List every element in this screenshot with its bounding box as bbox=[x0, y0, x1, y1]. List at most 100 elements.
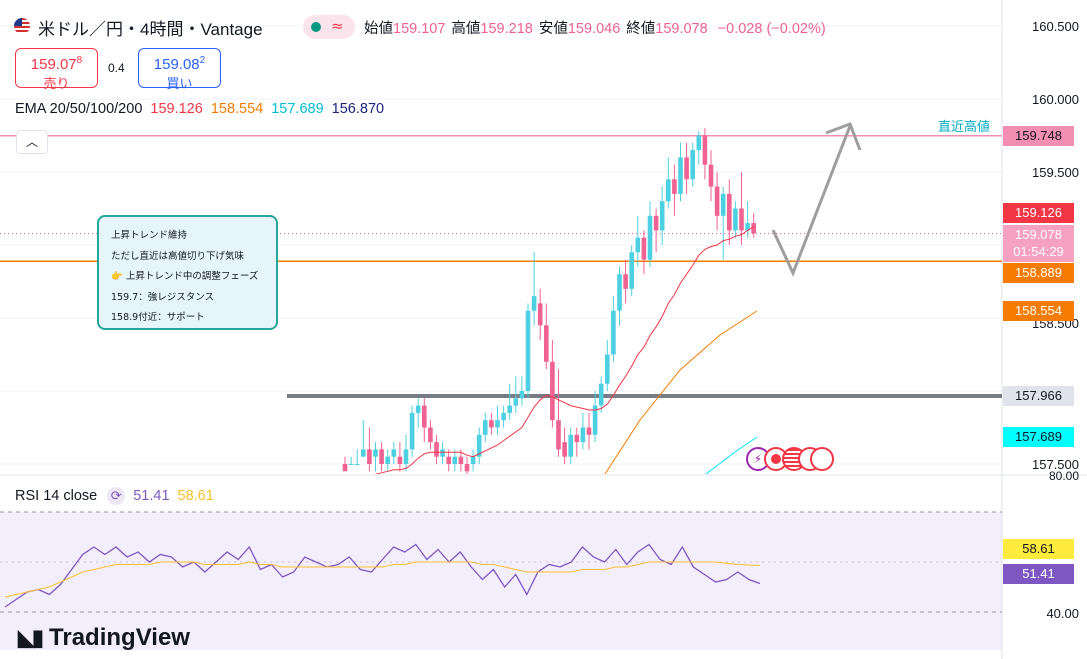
candle-body bbox=[580, 427, 586, 443]
candle-body bbox=[672, 179, 677, 194]
candle-body bbox=[409, 412, 415, 450]
ema100-value: 157.689 bbox=[271, 101, 324, 117]
candle-body bbox=[666, 179, 671, 202]
ema50-price-tag: 158.554 bbox=[1003, 301, 1074, 321]
high-label: 高値 bbox=[451, 21, 481, 37]
candle-body bbox=[367, 449, 372, 464]
spread-value: 0.4 bbox=[108, 61, 125, 75]
rsi-ma-line bbox=[4, 561, 761, 598]
rsi-tag: 51.41 bbox=[1003, 564, 1074, 584]
candle-body bbox=[635, 237, 641, 253]
rsi-legend[interactable]: RSI 14 close ⟳ 51.41 58.61 bbox=[15, 487, 214, 505]
sell-price-sup: 8 bbox=[76, 55, 83, 66]
status-pill[interactable]: ≈ bbox=[303, 15, 355, 39]
buy-label: 買い bbox=[166, 76, 193, 91]
note-line: 158.9付近：サポート bbox=[111, 312, 205, 323]
candle-body bbox=[525, 310, 531, 391]
candle-body bbox=[476, 434, 482, 457]
candle-body bbox=[720, 193, 726, 216]
candle-body bbox=[440, 449, 445, 457]
note-line: ただし直近は高値切り下げ気味 bbox=[111, 250, 245, 262]
candle-body bbox=[574, 434, 580, 443]
candle-body bbox=[379, 449, 384, 464]
rsi-tick: 40.00 bbox=[1046, 606, 1079, 621]
candle-body bbox=[733, 208, 738, 231]
resistance-price-tag: 159.748 bbox=[1003, 126, 1074, 146]
countdown: 01:54:29 bbox=[1013, 244, 1064, 259]
candle-body bbox=[354, 464, 360, 465]
candle-body bbox=[727, 193, 732, 231]
waves-icon: ≈ bbox=[331, 17, 344, 35]
event-icons[interactable]: ⚡ bbox=[746, 447, 836, 471]
change-value: −0.028 (−0.02%) bbox=[717, 21, 826, 37]
candle-body bbox=[544, 325, 549, 362]
collapse-button[interactable]: ︿ bbox=[16, 130, 48, 154]
rsi-ma-tag: 58.61 bbox=[1003, 539, 1074, 559]
buy-price-sup: 2 bbox=[199, 55, 206, 66]
candle-body bbox=[684, 157, 689, 180]
candle-body bbox=[702, 135, 708, 165]
level-price-tag: 157.966 bbox=[1003, 386, 1074, 406]
projection-line bbox=[771, 125, 852, 277]
green-dot-icon bbox=[311, 22, 321, 32]
candle-body bbox=[537, 303, 543, 326]
rsi-tick: 80.00 bbox=[1048, 469, 1079, 483]
rsi-label: RSI 14 close bbox=[15, 488, 98, 504]
sell-label: 売り bbox=[43, 76, 70, 91]
low-value: 159.046 bbox=[567, 21, 621, 37]
buy-button[interactable]: 159.082 買い bbox=[138, 48, 221, 91]
candle-body bbox=[611, 310, 616, 355]
candle-body bbox=[647, 215, 653, 260]
rsi-ma-value: 58.61 bbox=[177, 488, 214, 504]
candle-body bbox=[446, 456, 451, 464]
candle-body bbox=[751, 223, 756, 234]
refresh-icon: ⟳ bbox=[107, 487, 126, 505]
brand-text: TradingView bbox=[49, 624, 190, 651]
analysis-note[interactable]: 上昇トレンド維持 ただし直近は高値切り下げ気味 👉 上昇トレンド中の調整フェーズ… bbox=[97, 215, 278, 330]
resistance-label: 直近高値 bbox=[938, 119, 991, 134]
close-price-tag: 159.078 01:54:29 bbox=[1003, 225, 1074, 262]
price-tick: 160.500 bbox=[1032, 19, 1079, 34]
candle-body bbox=[696, 135, 702, 151]
candle-body bbox=[598, 383, 604, 406]
buy-price: 159.08 bbox=[153, 56, 200, 73]
price-tick: 157.500 bbox=[1032, 457, 1079, 472]
arrow-head bbox=[825, 122, 862, 151]
candle-body bbox=[385, 456, 390, 464]
note-line: 159.7：強レジスタンス bbox=[111, 291, 215, 303]
support-price-tag: 158.889 bbox=[1003, 263, 1074, 283]
event-icon bbox=[810, 447, 834, 471]
candle-body bbox=[690, 150, 695, 180]
symbol-title[interactable]: 米ドル／円・4時間・Vantage bbox=[38, 20, 263, 39]
candle-body bbox=[507, 405, 512, 413]
candle-body bbox=[739, 208, 744, 231]
candle-body bbox=[562, 442, 567, 457]
ema50-line bbox=[604, 310, 758, 474]
candle-body bbox=[708, 164, 714, 187]
note-line: 👉 上昇トレンド中の調整フェーズ bbox=[111, 271, 259, 282]
ema200-value: 156.870 bbox=[331, 101, 385, 117]
ema50-value: 158.554 bbox=[210, 101, 264, 117]
candle-body bbox=[452, 456, 458, 464]
candle-body bbox=[397, 456, 403, 464]
candle-body bbox=[586, 427, 592, 435]
ema20-line bbox=[374, 226, 754, 474]
candle-body bbox=[391, 449, 397, 457]
sell-price: 159.07 bbox=[30, 56, 77, 73]
candle-body bbox=[617, 274, 622, 311]
ema20-price-tag: 159.126 bbox=[1003, 203, 1074, 223]
candle-body bbox=[556, 420, 561, 450]
ohlc-readout: 始値159.107 高値159.218 安値159.046 終値159.078 −0.0… bbox=[364, 17, 826, 38]
candle-body bbox=[428, 427, 433, 443]
sell-button[interactable]: 159.078 売り bbox=[15, 48, 98, 91]
candle-body bbox=[513, 398, 519, 406]
candle-body bbox=[464, 464, 470, 472]
low-label: 安値 bbox=[538, 21, 568, 37]
candle-body bbox=[403, 449, 409, 464]
tradingview-logo[interactable]: ◣▮ TradingView bbox=[18, 624, 190, 652]
ema-legend[interactable]: EMA 20/50/100/200 159.126 158.554 157.689 15… bbox=[15, 101, 384, 117]
candle-body bbox=[483, 420, 488, 435]
candle-body bbox=[605, 354, 610, 384]
